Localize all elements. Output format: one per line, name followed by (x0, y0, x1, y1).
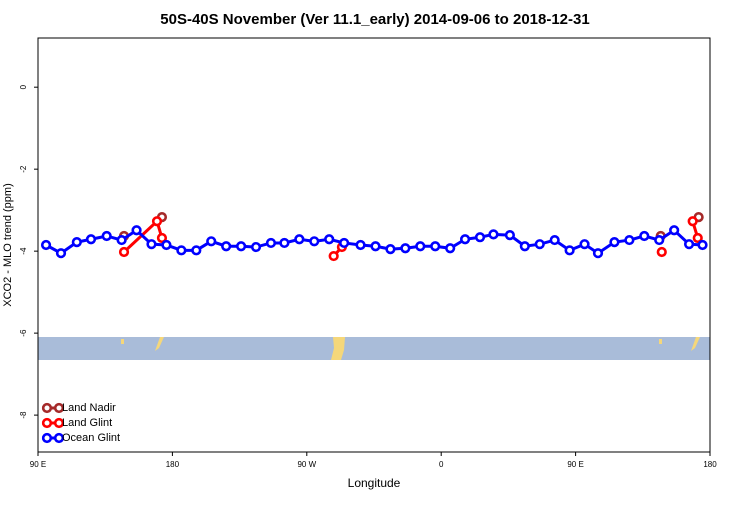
point (488, 229, 499, 240)
point (415, 241, 426, 252)
land-patch (691, 337, 700, 351)
y-tick-label: -8 (19, 411, 28, 419)
legend-marker (41, 432, 53, 444)
point (40, 239, 52, 251)
point (265, 237, 277, 249)
point (151, 216, 163, 227)
point (445, 243, 456, 254)
point (669, 225, 680, 236)
point (654, 234, 665, 246)
land-patch (155, 337, 164, 351)
chart-title: 50S-40S November (Ver 11.1_early) 2014-0… (160, 11, 589, 28)
plot-frame (37, 37, 711, 453)
ocean-strip (38, 337, 710, 360)
point (624, 234, 635, 246)
legend-marker (41, 402, 53, 414)
point (474, 232, 486, 243)
x-tick-label: 90 E (567, 460, 583, 469)
point (294, 234, 305, 245)
point (692, 232, 703, 244)
point (430, 241, 441, 252)
point (370, 241, 381, 252)
point (221, 241, 232, 252)
legend-label: Land Nadir (62, 402, 116, 414)
legend-marker (41, 417, 53, 429)
point (146, 239, 157, 250)
y-tick-label: -6 (19, 329, 28, 337)
point (250, 241, 262, 253)
point (504, 230, 515, 241)
point (206, 236, 217, 247)
land-patch (659, 339, 662, 344)
point (459, 234, 471, 245)
legend-label: Ocean Glint (62, 432, 120, 444)
point (116, 234, 127, 246)
point (328, 250, 339, 262)
point (687, 216, 698, 227)
y-axis-label: XCO2 - MLO trend (ppm) (2, 183, 14, 306)
x-axis-label: Longitude (348, 476, 401, 490)
point (85, 234, 97, 245)
point (697, 239, 708, 251)
point (161, 239, 172, 251)
point (549, 234, 560, 246)
point (579, 239, 590, 250)
x-tick-label: 180 (166, 460, 180, 469)
point (279, 237, 290, 249)
x-tick-label: 0 (439, 460, 444, 469)
map-strip (38, 337, 710, 360)
x-tick-label: 180 (703, 460, 717, 469)
point (339, 237, 350, 249)
point (400, 243, 411, 254)
point (639, 230, 650, 242)
point (534, 239, 545, 250)
point (118, 246, 130, 258)
point (355, 239, 366, 251)
point (592, 248, 604, 259)
y-tick-label: -4 (19, 247, 28, 255)
point (656, 246, 667, 258)
legend-label: Land Glint (62, 417, 112, 429)
legend-marker (53, 432, 65, 444)
land-patch (121, 339, 124, 344)
y-tick-label: 0 (19, 84, 28, 89)
legend-marker (53, 417, 65, 429)
point (101, 230, 112, 242)
x-tick-label: 90 W (297, 460, 316, 469)
point (309, 236, 320, 247)
x-tick-label: 90 E (30, 460, 46, 469)
legend-marker (53, 402, 65, 414)
point (683, 239, 695, 250)
point (235, 241, 247, 252)
point (191, 245, 202, 256)
point (519, 241, 530, 252)
land-patch (331, 337, 345, 360)
point (71, 237, 82, 248)
point (176, 245, 187, 256)
point (564, 245, 575, 256)
point (131, 225, 142, 236)
point (156, 232, 168, 244)
point (385, 243, 396, 255)
point (609, 237, 620, 248)
point (324, 234, 335, 245)
y-tick-label: -2 (19, 165, 28, 173)
point (55, 248, 67, 259)
